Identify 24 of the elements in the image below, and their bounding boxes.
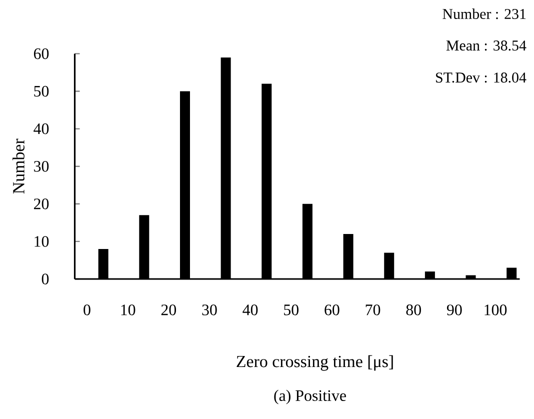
x-tick-label: 100: [484, 304, 507, 316]
x-tick-label: 80: [406, 304, 421, 316]
y-tick-label: 60: [34, 48, 49, 60]
y-tick-label: 50: [34, 86, 49, 97]
y-tick-label: 40: [34, 123, 49, 134]
y-tick-label: 10: [34, 236, 49, 247]
text: Mean : 38.54: [446, 40, 526, 51]
x-tick-label: 90: [446, 304, 462, 316]
x-axis-title: Zero crossing time [μs]: [236, 355, 393, 371]
annotation: ST.Dev : 18.04: [436, 72, 526, 83]
y-tick-label: 0: [42, 274, 49, 284]
y-tick-label: 30: [34, 160, 49, 172]
x-tick-label: 50: [284, 304, 298, 316]
x-tick-label: 0: [84, 304, 90, 316]
x-tick-label: 70: [366, 304, 380, 316]
x-tick-label: 30: [202, 304, 217, 316]
x-tick-label: 20: [161, 304, 176, 316]
x-tick-label: 10: [121, 304, 136, 316]
text: (a) Positive: [274, 390, 346, 404]
x-tick-label: 40: [242, 304, 258, 316]
y-axis-title: Number: [12, 138, 24, 194]
text: Number : 231: [442, 8, 526, 20]
y-tick-label: 20: [34, 198, 49, 210]
x-tick-label: 60: [324, 304, 340, 316]
